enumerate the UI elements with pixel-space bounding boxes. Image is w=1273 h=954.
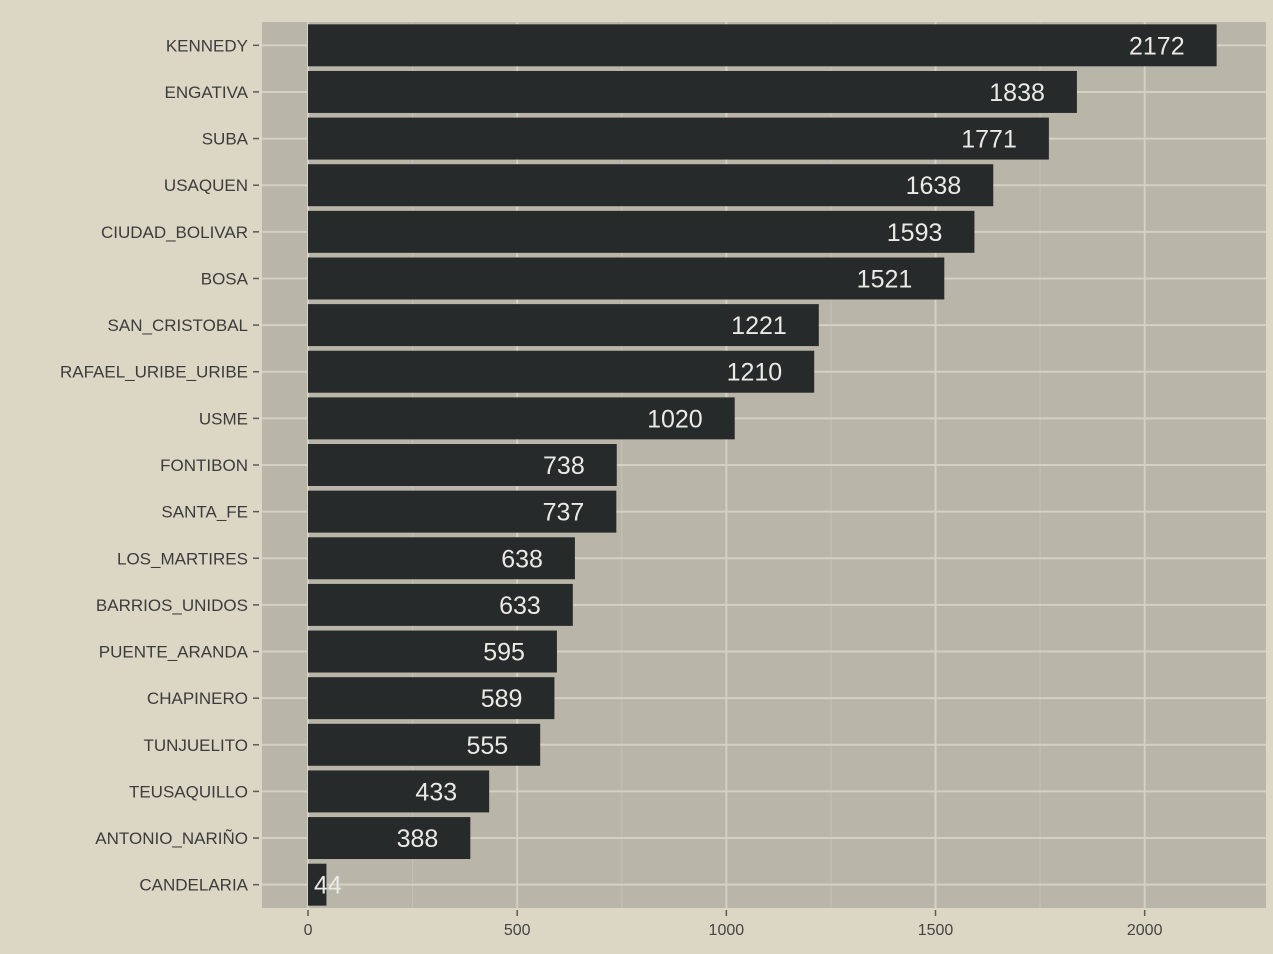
bar-ciudad-bolivar <box>308 210 975 253</box>
data-label: 1593 <box>887 219 943 247</box>
data-label: 433 <box>415 778 457 806</box>
y-tick-label: CHAPINERO <box>147 689 248 708</box>
y-tick-label: ENGATIVA <box>165 83 249 102</box>
y-tick-label: TEUSAQUILLO <box>129 782 248 801</box>
bar-suba <box>308 117 1049 160</box>
bar-candelaria <box>308 863 327 906</box>
data-label: 638 <box>501 545 543 573</box>
y-tick-label: SUBA <box>202 130 249 149</box>
x-tick-label: 0 <box>304 922 313 939</box>
bar-fontibon <box>308 444 617 486</box>
data-label: 1221 <box>731 312 787 340</box>
bar-barrios-unidos <box>308 583 573 626</box>
bars <box>308 24 1217 906</box>
data-labels: 2172 1838 1771 1638 1593 1521 1221 1210 1020 738 7… <box>314 32 1185 899</box>
y-tick-label: TUNJUELITO <box>143 736 248 755</box>
data-label: 44 <box>314 872 342 900</box>
y-tick-label: ANTONIO_NARIÑO <box>95 829 248 848</box>
y-tick-label: USAQUEN <box>164 176 248 195</box>
data-label: 1638 <box>906 172 962 200</box>
data-label: 1210 <box>727 359 783 387</box>
bar-kennedy <box>308 24 1217 67</box>
bar-santa-fe <box>308 490 617 533</box>
data-label: 595 <box>483 639 525 667</box>
data-label: 589 <box>481 685 523 713</box>
y-tick-label: SAN_CRISTOBAL <box>108 316 248 335</box>
y-tick-label: USME <box>199 409 248 428</box>
y-tick-label: FONTIBON <box>160 456 248 475</box>
x-tick-label: 2000 <box>1127 922 1163 939</box>
data-label: 633 <box>499 592 541 620</box>
bar-chapinero <box>308 677 555 720</box>
y-tick-label: LOS_MARTIRES <box>117 549 248 568</box>
bar-san-cristobal <box>308 304 819 347</box>
data-label: 1771 <box>961 126 1017 154</box>
data-label: 388 <box>397 825 439 853</box>
x-tick-label: 1000 <box>709 922 745 939</box>
y-tick-label: CANDELARIA <box>139 876 248 895</box>
bar-teusaquillo <box>308 770 490 813</box>
y-axis: KENNEDY ENGATIVA SUBA USAQUEN CIUDAD_BOLIVAR… <box>60 36 259 895</box>
x-tick-label: 500 <box>504 922 531 939</box>
y-tick-label: CIUDAD_BOLIVAR <box>101 223 248 242</box>
bar-tunjuelito <box>308 723 541 766</box>
y-tick-label: KENNEDY <box>166 36 248 55</box>
bar-bosa <box>308 257 945 300</box>
data-label: 2172 <box>1129 32 1185 60</box>
data-label: 1838 <box>989 79 1045 107</box>
bar-los-martires <box>308 537 575 580</box>
data-label: 738 <box>543 452 585 480</box>
x-axis: 0 500 1000 1500 2000 <box>304 910 1163 939</box>
data-label: 737 <box>543 499 585 527</box>
bar-engativa <box>308 70 1077 113</box>
bar-usme <box>308 397 735 440</box>
y-tick-label: PUENTE_ARANDA <box>99 643 249 662</box>
data-label: 1020 <box>647 405 703 433</box>
bar-antonio-nariño <box>308 817 471 860</box>
bar-usaquen <box>308 164 994 207</box>
y-tick-label: RAFAEL_URIBE_URIBE <box>60 363 248 382</box>
data-label: 1521 <box>857 265 913 293</box>
bar-puente-aranda <box>308 630 557 673</box>
y-tick-label: BOSA <box>201 269 249 288</box>
x-tick-label: 1500 <box>918 922 954 939</box>
bar-rafael-uribe-uribe <box>308 350 815 393</box>
y-tick-label: SANTA_FE <box>161 503 248 522</box>
y-tick-label: BARRIOS_UNIDOS <box>96 596 248 615</box>
data-label: 555 <box>466 732 508 760</box>
